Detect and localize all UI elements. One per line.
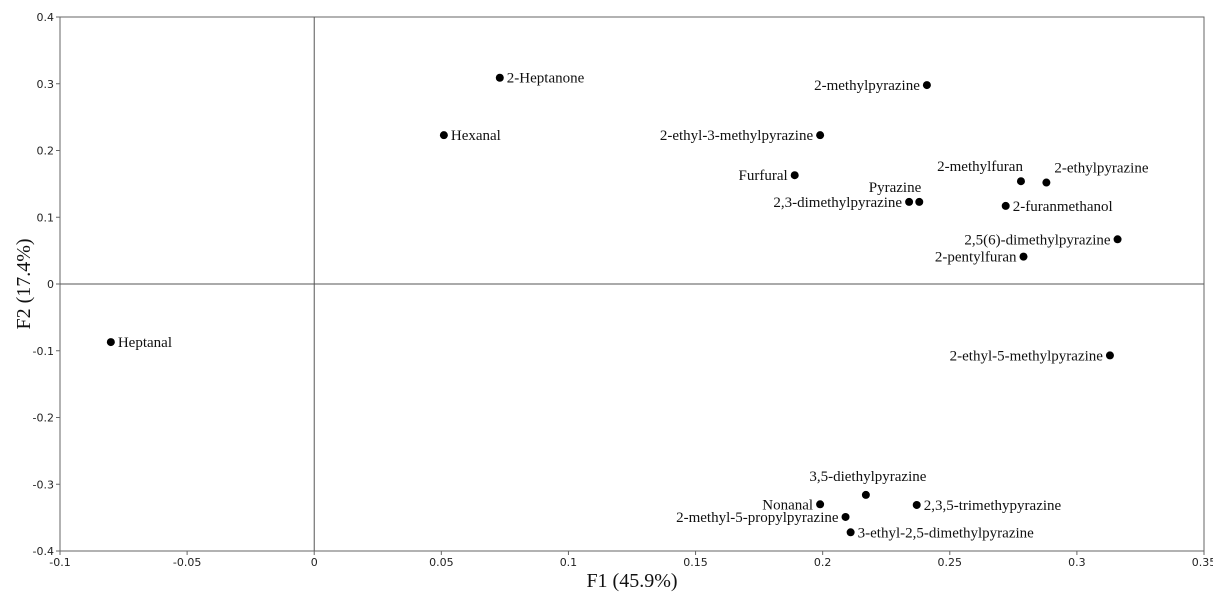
y-tick-label: 0.2 xyxy=(37,145,55,158)
x-tick-label: 0 xyxy=(311,556,318,569)
data-point-label: 2-methyl-5-propylpyrazine xyxy=(676,510,839,526)
data-points: 2-Heptanone Hexanal Heptanal 2-methylpyrazi… xyxy=(106,71,1149,541)
x-tick-label: 0.35 xyxy=(1192,556,1213,569)
data-point-label: Nonanal xyxy=(762,497,813,513)
data-point xyxy=(1019,252,1028,261)
y-tick-label: 0.1 xyxy=(37,211,55,224)
x-axis-title: F1 (45.9%) xyxy=(586,570,677,592)
data-point-label: 3,5-diethylpyrazine xyxy=(809,469,926,485)
data-point-label: Pyrazine xyxy=(869,180,922,196)
data-point-label: Furfural xyxy=(739,168,788,184)
data-point-label: 3-ethyl-2,5-dimethylpyrazine xyxy=(858,525,1035,541)
data-point-label: 2-ethyl-3-methylpyrazine xyxy=(660,128,814,144)
data-point xyxy=(905,197,914,206)
x-tick-label: -0.05 xyxy=(173,556,201,569)
data-point xyxy=(912,500,921,509)
data-point xyxy=(106,338,115,347)
y-tick-label: 0.3 xyxy=(37,78,55,91)
x-tick-label: 0.1 xyxy=(560,556,578,569)
y-tick-label: -0.1 xyxy=(33,345,54,358)
data-point-label: 2,3-dimethylpyrazine xyxy=(773,195,902,211)
data-point xyxy=(915,197,924,206)
data-point-label: 2-ethyl-5-methylpyrazine xyxy=(950,348,1104,364)
y-tick-label: -0.2 xyxy=(33,412,54,425)
x-axis-ticks: -0.1 -0.05 0 0.05 0.1 0.15 0.2 0.25 0.3 0.35 xyxy=(49,551,1213,569)
data-point xyxy=(861,490,870,499)
x-tick-label: 0.2 xyxy=(814,556,832,569)
data-point-label: Hexanal xyxy=(451,128,501,144)
data-point xyxy=(1016,177,1025,186)
y-tick-label: 0.4 xyxy=(37,11,55,24)
x-tick-label: 0.3 xyxy=(1068,556,1086,569)
data-point xyxy=(1113,235,1122,244)
data-point-label: 2-ethylpyrazine xyxy=(1054,161,1148,177)
zero-lines xyxy=(60,17,1204,551)
data-point-label: 2,3,5-trimethypyrazine xyxy=(924,498,1062,514)
y-tick-label: -0.4 xyxy=(33,545,54,558)
y-axis-ticks: -0.4 -0.3 -0.2 -0.1 0 0.1 0.2 0.3 0.4 xyxy=(33,11,60,558)
y-axis-title: F2 (17.4%) xyxy=(13,238,35,329)
y-tick-label: -0.3 xyxy=(33,478,54,491)
data-point xyxy=(1105,351,1114,360)
data-point-label: 2-pentylfuran xyxy=(935,250,1017,266)
x-tick-label: -0.1 xyxy=(49,556,70,569)
data-point-label: 2-furanmethanol xyxy=(1013,199,1113,215)
data-point xyxy=(846,528,855,537)
data-point xyxy=(495,73,504,82)
data-point xyxy=(439,131,448,140)
data-point-label: Heptanal xyxy=(118,335,172,351)
data-point xyxy=(790,171,799,180)
data-point-label: 2-methylfuran xyxy=(937,159,1023,175)
data-point xyxy=(1042,178,1051,187)
data-point-label: 2,5(6)-dimethylpyrazine xyxy=(964,232,1111,248)
x-tick-label: 0.25 xyxy=(938,556,963,569)
x-tick-label: 0.15 xyxy=(683,556,708,569)
data-point xyxy=(922,81,931,90)
data-point xyxy=(1001,201,1010,210)
data-point xyxy=(816,500,825,509)
y-tick-label: 0 xyxy=(47,278,54,291)
data-point-label: 2-methylpyrazine xyxy=(814,78,920,94)
data-point-label: 2-Heptanone xyxy=(507,71,585,87)
data-point xyxy=(816,131,825,140)
data-point xyxy=(841,512,850,521)
x-tick-label: 0.05 xyxy=(429,556,454,569)
